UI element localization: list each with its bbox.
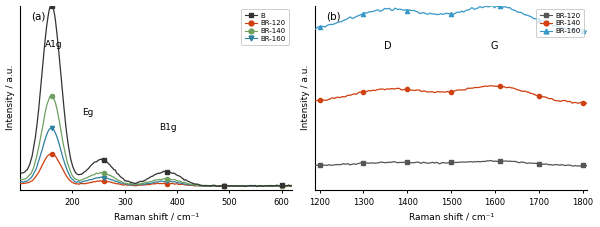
Text: (b): (b) [326, 11, 341, 21]
Text: G: G [490, 41, 498, 51]
Text: A1g: A1g [45, 40, 63, 49]
Text: Eg: Eg [82, 109, 93, 117]
Legend: B, BR-120, BR-140, BR-160: B, BR-120, BR-140, BR-160 [241, 9, 289, 45]
X-axis label: Raman shift / cm⁻¹: Raman shift / cm⁻¹ [409, 212, 494, 222]
Text: D: D [384, 41, 391, 51]
Y-axis label: Intensity / a.u.: Intensity / a.u. [301, 65, 310, 130]
Legend: BR-120, BR-140, BR-160: BR-120, BR-140, BR-160 [536, 9, 584, 37]
X-axis label: Raman shift / cm⁻¹: Raman shift / cm⁻¹ [113, 212, 199, 222]
Text: B1g: B1g [159, 123, 176, 132]
Text: (a): (a) [31, 11, 46, 21]
Y-axis label: Intensity / a.u.: Intensity / a.u. [5, 65, 14, 130]
